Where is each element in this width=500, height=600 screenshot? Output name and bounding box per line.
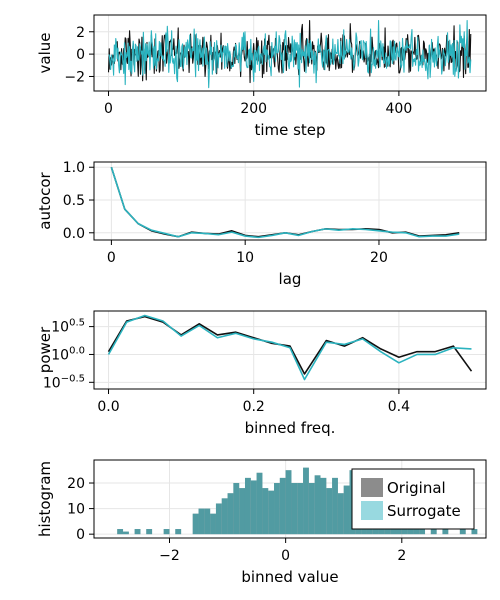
autocorrelation-xlabel: lag [279, 270, 302, 288]
x-tick-label: 0 [104, 101, 113, 117]
x-tick-label: 0.4 [388, 399, 410, 415]
autocorrelation-lines [110, 166, 460, 239]
power-spectrum-xlabel: binned freq. [245, 419, 336, 437]
histogram-bar-surrogate [297, 483, 304, 535]
histogram-bar-surrogate [256, 472, 263, 535]
autocorrelation-ticks: 0 10 20 1.0 0.5 0.0 [63, 160, 388, 266]
histogram-bar-surrogate [268, 490, 275, 535]
power-spectrum-ylabel: power [36, 326, 54, 373]
histogram-bar-surrogate [204, 508, 211, 535]
histogram-ticks: −2 0 2 20 10 0 [67, 476, 406, 564]
histogram-bar-surrogate [332, 477, 338, 535]
timeseries-ylabel: value [36, 33, 54, 74]
y-tick-label: 0 [76, 47, 85, 63]
histogram-bar-surrogate [430, 529, 437, 535]
timeseries-lines [107, 20, 472, 89]
histogram-bar-surrogate [123, 531, 129, 535]
timeseries-frame [93, 14, 487, 92]
histogram-bar-surrogate [134, 529, 141, 535]
y-tick-label: 2 [76, 25, 85, 41]
histogram-bar-surrogate [320, 477, 327, 535]
histogram-bar-surrogate [262, 488, 269, 535]
histogram-bar-surrogate [343, 485, 350, 535]
series-line-surrogate [108, 20, 472, 89]
histogram-legend: Original Surrogate [351, 468, 475, 530]
histogram-bar-surrogate [303, 467, 309, 535]
histogram-ylabel: histogram [36, 461, 54, 537]
histogram-bar-surrogate [291, 483, 298, 535]
x-tick-label: 0 [281, 548, 290, 564]
power-spectrum-panel: 0.0 0.2 0.4 100.5 100.0 10−0.5 binned freq. p… [36, 310, 487, 437]
legend-swatch-original [361, 478, 383, 497]
x-tick-label: 0.2 [243, 399, 265, 415]
histogram-bar-surrogate [175, 529, 182, 535]
histogram-bar-surrogate [274, 483, 280, 535]
legend-swatch-surrogate [361, 501, 383, 520]
autocorrelation-frame [93, 161, 487, 241]
x-tick-label: 20 [370, 250, 388, 266]
histogram-bar-surrogate [146, 529, 153, 535]
histogram-bar-surrogate [227, 493, 234, 535]
x-tick-label: 10 [236, 250, 254, 266]
autocorrelation-ylabel: autocor [36, 171, 54, 229]
x-tick-label: 0.0 [97, 399, 119, 415]
histogram-bar-surrogate [471, 529, 478, 535]
histogram-panel: −2 0 2 20 10 0 binned value histogram Origina… [36, 459, 487, 586]
histogram-bar-surrogate [279, 477, 286, 535]
histogram-bar-surrogate [163, 529, 170, 535]
timeseries-ticks: 0 200 400 2 0 −2 [64, 25, 412, 117]
y-tick-label: 20 [67, 476, 85, 492]
histogram-bar-surrogate [308, 483, 315, 535]
power-spectrum-lines [107, 314, 473, 381]
histogram-bar-surrogate [442, 529, 449, 535]
series-line-surrogate [107, 314, 472, 381]
y-tick-label: 0.0 [63, 226, 85, 242]
x-tick-label: 400 [386, 101, 413, 117]
histogram-bar-surrogate [285, 470, 292, 535]
histogram-xlabel: binned value [241, 568, 338, 586]
y-tick-label: 1.0 [63, 160, 85, 176]
histogram-bar-surrogate [239, 488, 245, 535]
histogram-bar-surrogate [215, 503, 222, 535]
legend-label-original: Original [387, 479, 446, 497]
histogram-bar-surrogate [244, 477, 251, 535]
histogram-bar-surrogate [192, 513, 199, 535]
histogram-bar-surrogate [326, 488, 333, 535]
y-tick-label: −2 [64, 69, 85, 85]
y-tick-label: 0.5 [63, 193, 85, 209]
timeseries-panel: 0 200 400 2 0 −2 time step value [36, 14, 487, 139]
histogram-bar-surrogate [221, 498, 228, 535]
y-tick-label: 0 [76, 527, 85, 543]
y-tick-label: 100.0 [51, 345, 85, 363]
histogram-bar-surrogate [337, 493, 344, 535]
x-tick-label: 0 [107, 250, 116, 266]
histogram-bar-surrogate [459, 529, 466, 535]
histogram-bar-surrogate [314, 475, 321, 535]
power-spectrum-frame [93, 310, 487, 390]
x-tick-label: −2 [159, 548, 180, 564]
y-tick-label: 10 [67, 502, 85, 518]
y-tick-label: 10−0.5 [43, 373, 85, 391]
x-tick-label: 2 [397, 548, 406, 564]
x-tick-label: 200 [240, 101, 267, 117]
timeseries-xlabel: time step [254, 121, 325, 139]
histogram-bar-surrogate [233, 483, 240, 535]
power-spectrum-ticks: 0.0 0.2 0.4 100.5 100.0 10−0.5 [43, 318, 410, 415]
histogram-bar-surrogate [117, 529, 124, 535]
histogram-bar-surrogate [198, 508, 205, 535]
y-tick-label: 100.5 [51, 318, 85, 336]
histogram-bar-surrogate [210, 513, 216, 535]
histogram-frame [93, 459, 487, 539]
series-line-surrogate [110, 166, 460, 239]
legend-label-surrogate: Surrogate [387, 502, 461, 520]
histogram-bar-surrogate [250, 480, 257, 535]
autocorrelation-panel: 0 10 20 1.0 0.5 0.0 lag autocor [36, 160, 487, 288]
